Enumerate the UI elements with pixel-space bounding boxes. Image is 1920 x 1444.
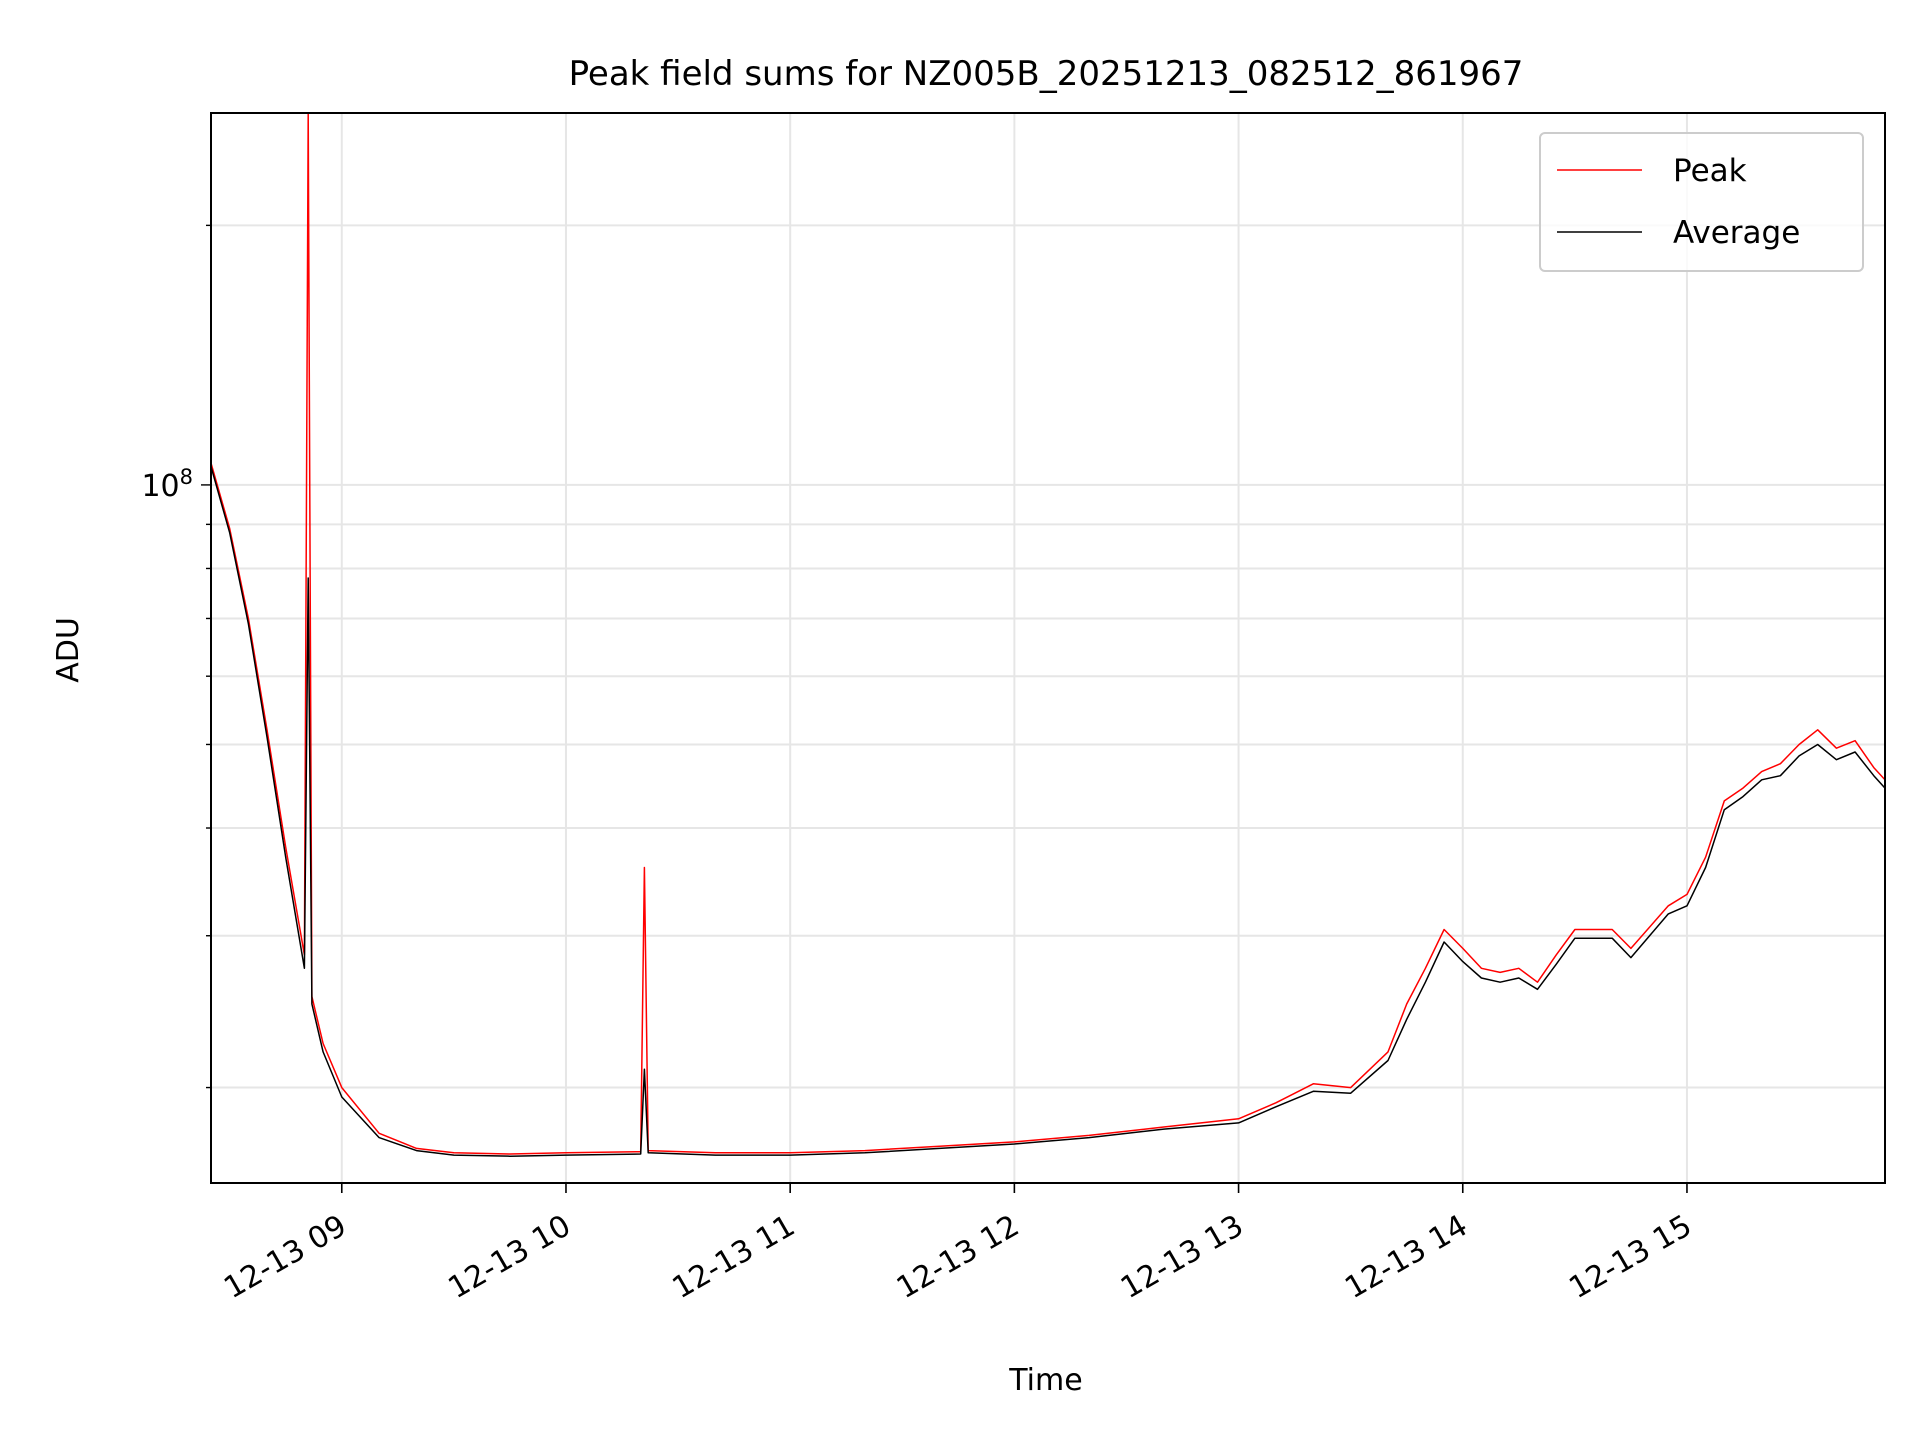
series-line-peak [211,113,1885,1155]
grid [211,113,1885,1183]
legend-label-average: Average [1673,215,1800,251]
series-layer [211,113,1885,1157]
legend: Peak Average [1539,132,1864,272]
chart-title: Peak field sums for NZ005B_20251213_0825… [569,54,1524,94]
y-axis-label: ADU [51,617,86,683]
legend-label-peak: Peak [1673,153,1747,189]
series-line-average [211,466,1885,1157]
y-tick-label: 108 [141,465,193,504]
axes-frame [210,112,1886,1184]
x-axis-label: Time [1008,1363,1082,1398]
legend-box [1539,132,1864,272]
